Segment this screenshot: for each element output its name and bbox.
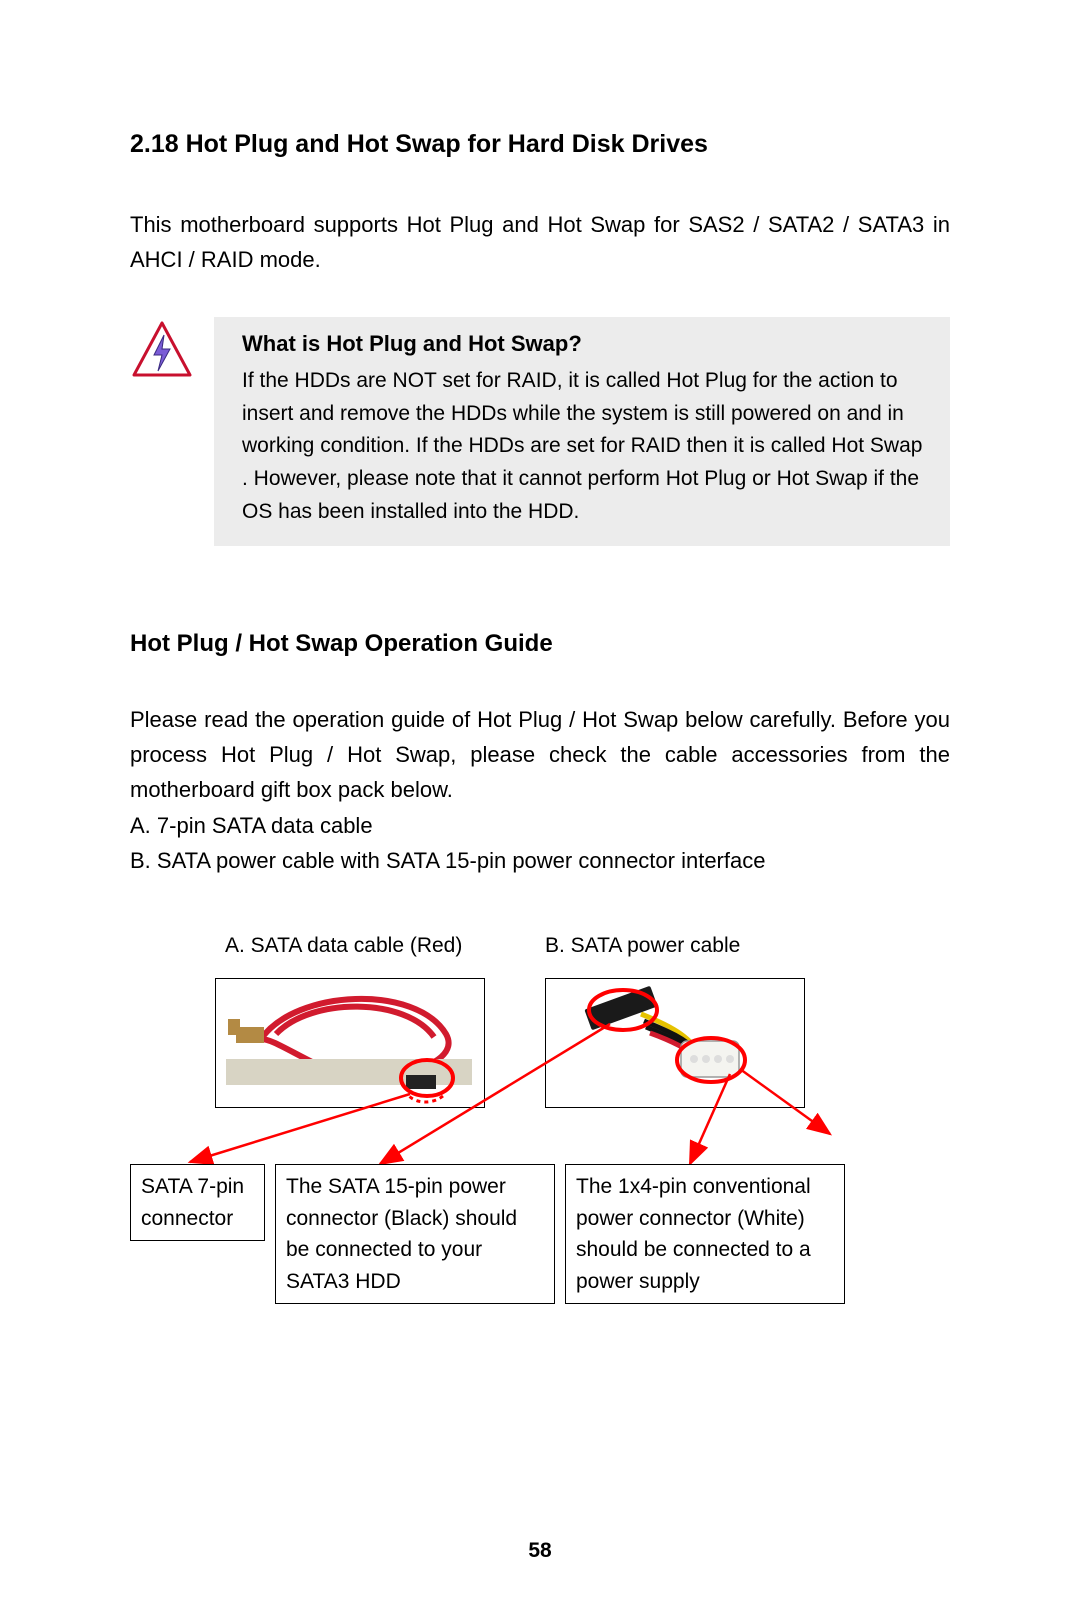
sata-power-cable-icon <box>546 979 802 1105</box>
guide-item-b: B. SATA power cable with SATA 15-pin pow… <box>130 843 950 878</box>
section-title: 2.18 Hot Plug and Hot Swap for Hard Disk… <box>130 130 950 159</box>
cable-a-frame <box>215 978 485 1108</box>
note-text: If the HDDs are NOT set for RAID, it is … <box>242 365 932 528</box>
warning-bolt-icon <box>130 317 200 388</box>
callout-molex: The 1x4-pin conventional power connector… <box>565 1164 845 1304</box>
note-title: What is Hot Plug and Hot Swap? <box>242 331 932 357</box>
guide-heading: Hot Plug / Hot Swap Operation Guide <box>130 630 950 658</box>
guide-item-a: A. 7-pin SATA data cable <box>130 808 950 843</box>
page-number: 58 <box>0 1539 1080 1563</box>
note-body: What is Hot Plug and Hot Swap? If the HD… <box>214 317 950 546</box>
callout-sata15pin: The SATA 15-pin power connector (Black) … <box>275 1164 555 1304</box>
callout-sata7pin: SATA 7-pin connector <box>130 1164 265 1241</box>
page: 2.18 Hot Plug and Hot Swap for Hard Disk… <box>0 0 1080 1619</box>
guide-paragraph: Please read the operation guide of Hot P… <box>130 702 950 808</box>
note-box: What is Hot Plug and Hot Swap? If the HD… <box>130 317 950 546</box>
diagram-block: A. SATA data cable (Red) B. SATA power c… <box>130 934 950 1374</box>
caption-a: A. SATA data cable (Red) <box>225 934 462 958</box>
sata-data-cable-icon <box>216 979 482 1105</box>
intro-paragraph: This motherboard supports Hot Plug and H… <box>130 207 950 277</box>
caption-b: B. SATA power cable <box>545 934 740 958</box>
cable-b-frame <box>545 978 805 1108</box>
